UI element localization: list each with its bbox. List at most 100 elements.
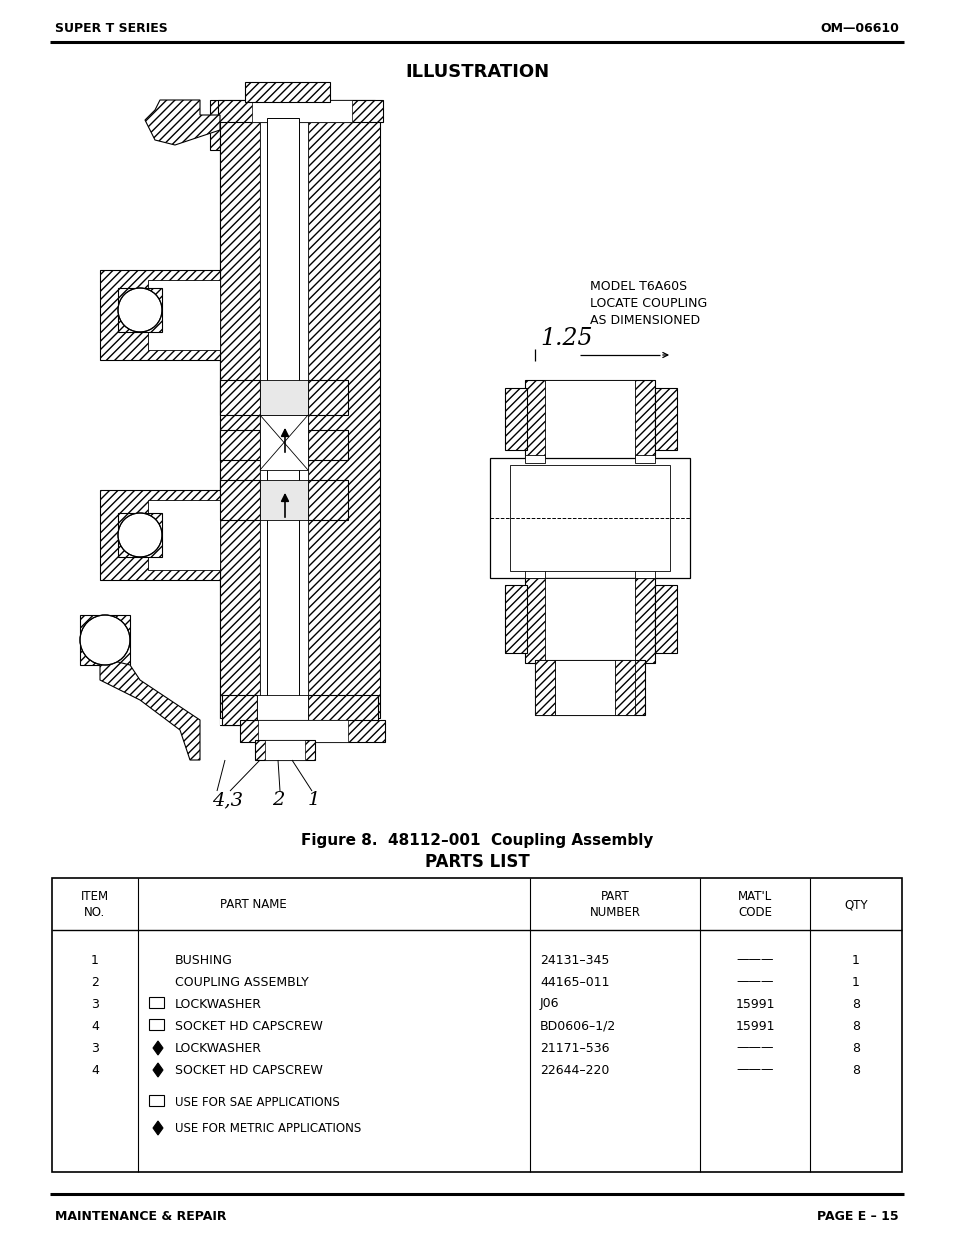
Text: 4: 4 (91, 1063, 99, 1077)
Text: 8: 8 (851, 1063, 859, 1077)
Bar (220, 480, 260, 520)
Bar (504, 388, 526, 450)
Bar (149, 997, 164, 1008)
Text: LOCKWASHER: LOCKWASHER (174, 1041, 262, 1055)
Bar (308, 119, 379, 718)
Text: SOCKET HD CAPSCREW: SOCKET HD CAPSCREW (174, 1063, 322, 1077)
Bar (100, 490, 220, 580)
Circle shape (80, 615, 130, 664)
Text: LOCKWASHER: LOCKWASHER (174, 998, 262, 1010)
Bar (220, 430, 260, 459)
Polygon shape (152, 1063, 163, 1077)
Text: J06: J06 (539, 998, 558, 1010)
Text: 3: 3 (91, 998, 99, 1010)
Bar (100, 270, 220, 359)
Text: ———: ——— (736, 1041, 773, 1055)
Text: 22644–220: 22644–220 (539, 1063, 609, 1077)
Text: Figure 8.  48112–001  Coupling Assembly: Figure 8. 48112–001 Coupling Assembly (300, 832, 653, 847)
Bar (254, 740, 314, 760)
Text: 24131–345: 24131–345 (539, 953, 609, 967)
Bar (118, 513, 162, 557)
Text: 8: 8 (851, 1020, 859, 1032)
Text: BD0606–1/2: BD0606–1/2 (539, 1020, 616, 1032)
Bar (257, 720, 348, 742)
Bar (635, 571, 655, 578)
Text: 1.25: 1.25 (539, 327, 592, 350)
Bar (655, 388, 677, 450)
Bar (615, 659, 635, 715)
Bar (299, 115, 375, 725)
Text: SOCKET HD CAPSCREW: SOCKET HD CAPSCREW (174, 1020, 322, 1032)
Text: PART
NUMBER: PART NUMBER (589, 890, 639, 920)
Bar (265, 740, 305, 760)
Bar (535, 659, 555, 715)
Bar (260, 415, 308, 471)
Text: MAINTENANCE & REPAIR: MAINTENANCE & REPAIR (55, 1209, 226, 1223)
Bar (535, 659, 644, 715)
Text: OM—06610: OM—06610 (820, 21, 898, 35)
Bar (524, 578, 655, 663)
Bar (240, 100, 339, 149)
Bar (118, 288, 162, 332)
Text: 8: 8 (851, 998, 859, 1010)
Text: USE FOR METRIC APPLICATIONS: USE FOR METRIC APPLICATIONS (174, 1121, 361, 1135)
Bar (308, 480, 348, 520)
Bar (220, 380, 260, 415)
Bar (524, 571, 544, 578)
Text: 21171–536: 21171–536 (539, 1041, 609, 1055)
Bar (510, 466, 669, 571)
Bar (218, 100, 382, 122)
Polygon shape (100, 659, 200, 760)
Bar (240, 720, 385, 742)
Bar (504, 585, 526, 653)
Bar (222, 695, 256, 725)
Text: 4: 4 (91, 1020, 99, 1032)
Bar (524, 380, 655, 459)
Bar (80, 615, 130, 664)
Bar (308, 430, 348, 459)
Text: SUPER T SERIES: SUPER T SERIES (55, 21, 168, 35)
Circle shape (118, 513, 162, 557)
Text: ILLUSTRATION: ILLUSTRATION (404, 63, 549, 82)
Bar (655, 585, 677, 653)
Bar (148, 280, 220, 350)
Text: ITEM
NO.: ITEM NO. (81, 890, 109, 920)
Bar (267, 119, 298, 698)
Text: 44165–011: 44165–011 (539, 976, 609, 988)
Text: MODEL T6A60S
LOCATE COUPLING
AS DIMENSIONED: MODEL T6A60S LOCATE COUPLING AS DIMENSIO… (589, 280, 706, 327)
Text: 15991: 15991 (735, 1020, 774, 1032)
Text: PART NAME: PART NAME (220, 899, 287, 911)
Text: 4,3: 4,3 (213, 790, 243, 809)
Bar (254, 85, 325, 105)
Bar (308, 695, 377, 725)
Circle shape (118, 288, 162, 332)
Bar (260, 119, 308, 718)
Text: 1: 1 (851, 953, 859, 967)
Text: QTY: QTY (843, 899, 867, 911)
Bar (544, 578, 635, 663)
Text: MAT'L
CODE: MAT'L CODE (737, 890, 771, 920)
Bar (635, 454, 655, 463)
Text: 2: 2 (272, 790, 284, 809)
Text: ———: ——— (736, 976, 773, 988)
Text: USE FOR SAE APPLICATIONS: USE FOR SAE APPLICATIONS (174, 1095, 339, 1109)
Text: BUSHING: BUSHING (174, 953, 233, 967)
Bar (210, 100, 375, 149)
Polygon shape (152, 1041, 163, 1055)
Polygon shape (145, 100, 220, 144)
Bar (220, 119, 260, 718)
Bar (256, 695, 308, 725)
Text: PARTS LIST: PARTS LIST (424, 853, 529, 871)
Bar (245, 82, 330, 103)
Text: COUPLING ASSEMBLY: COUPLING ASSEMBLY (174, 976, 309, 988)
Bar (260, 380, 308, 415)
Text: 3: 3 (91, 1041, 99, 1055)
Text: 2: 2 (91, 976, 99, 988)
Bar (260, 480, 308, 520)
Text: PAGE E – 15: PAGE E – 15 (817, 1209, 898, 1223)
Bar (555, 659, 624, 715)
Bar (252, 100, 352, 122)
Bar (490, 458, 689, 578)
Text: 15991: 15991 (735, 998, 774, 1010)
Text: ———: ——— (736, 953, 773, 967)
